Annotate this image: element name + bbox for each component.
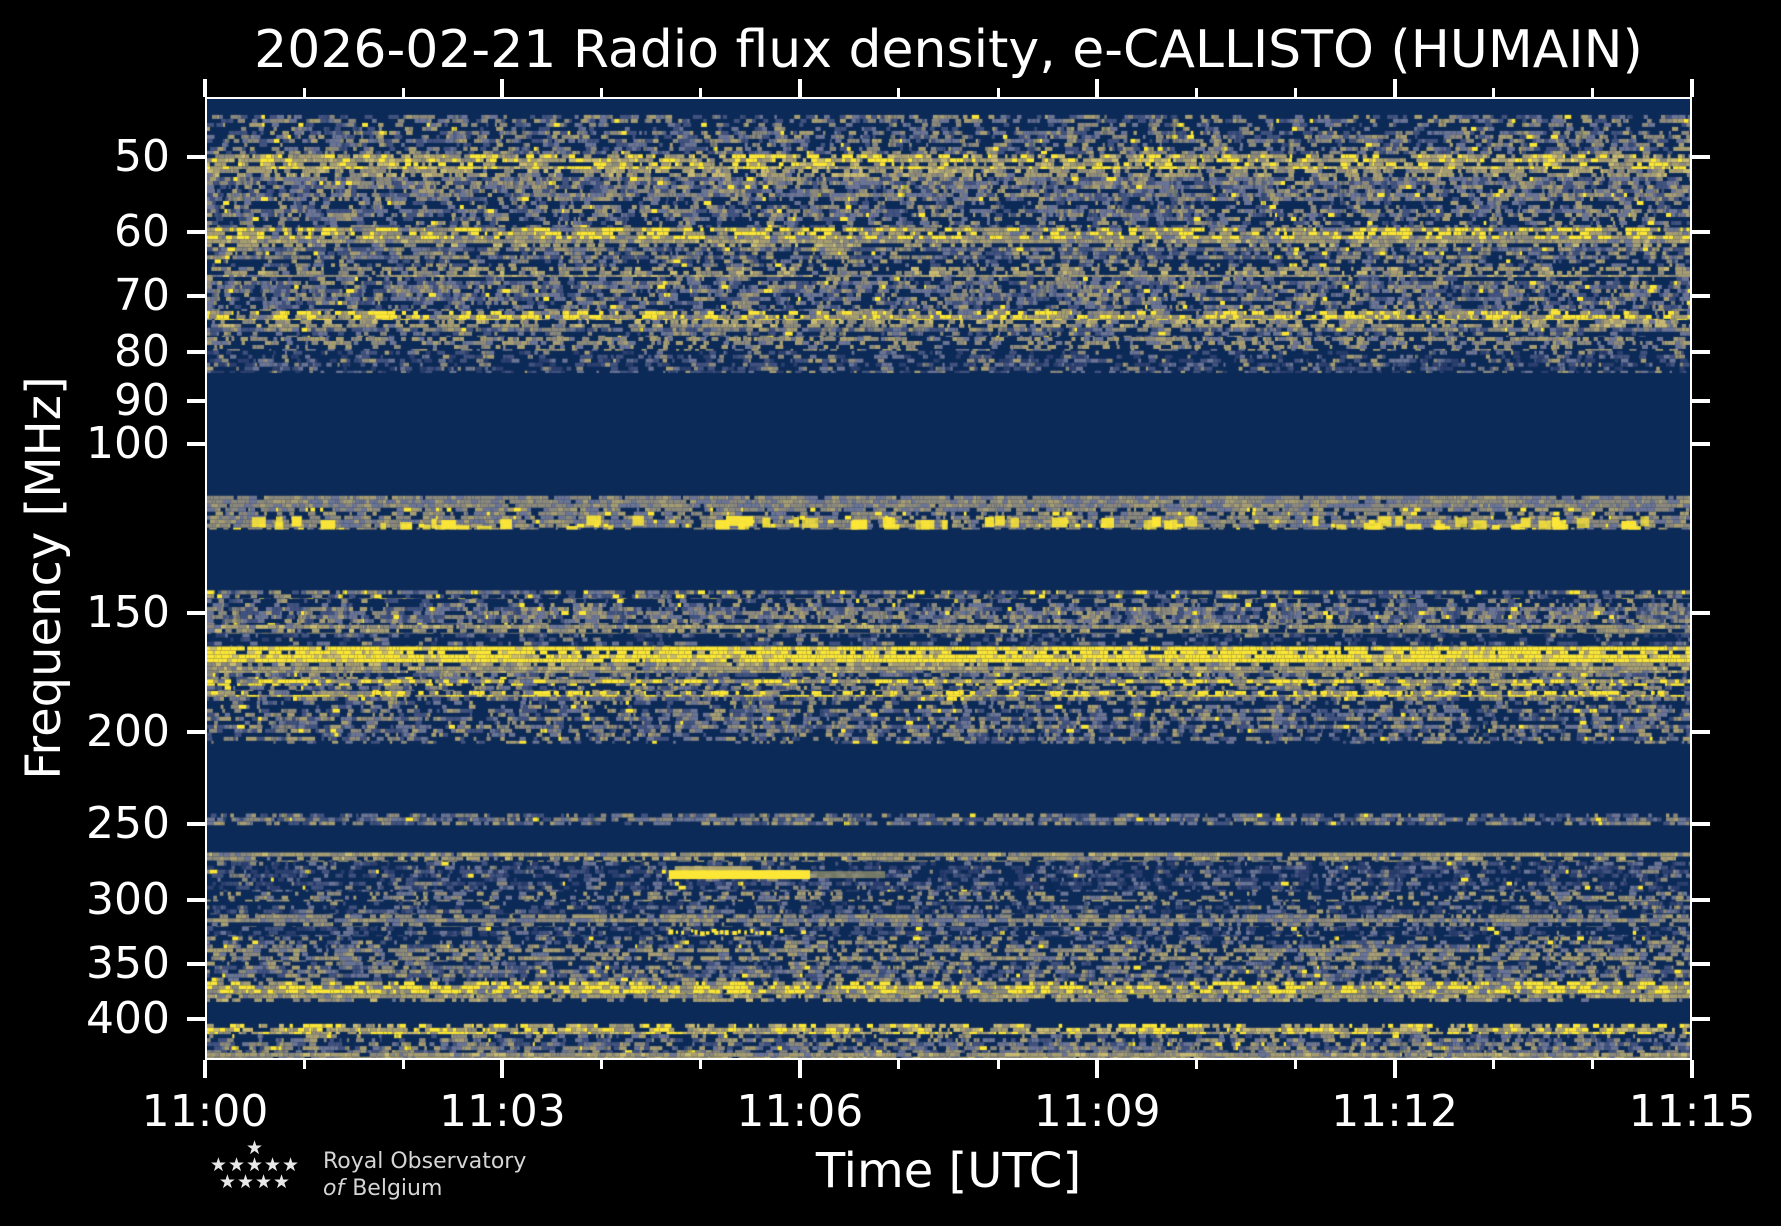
logo-star-row: ★★★★★ bbox=[209, 1154, 301, 1176]
y-tick-label: 350 bbox=[86, 938, 170, 989]
x-minor-tick bbox=[401, 1060, 405, 1069]
x-minor-tick bbox=[996, 88, 1000, 97]
y-tick bbox=[187, 898, 205, 903]
x-tick-label: 11:03 bbox=[438, 1086, 566, 1137]
y-tick-label: 100 bbox=[86, 418, 170, 470]
logo-text-line2: of Belgium bbox=[323, 1175, 526, 1202]
x-major-tick bbox=[1690, 79, 1694, 97]
y-tick bbox=[187, 822, 205, 827]
x-major-tick bbox=[1392, 1060, 1397, 1078]
y-tick bbox=[1692, 230, 1710, 235]
x-major-tick bbox=[1095, 1060, 1100, 1078]
y-tick bbox=[187, 349, 205, 354]
x-major-tick bbox=[797, 79, 802, 97]
y-tick bbox=[1692, 154, 1710, 159]
y-tick-label: 70 bbox=[114, 270, 170, 322]
x-major-tick bbox=[1392, 79, 1397, 97]
x-tick-label: 11:15 bbox=[1628, 1086, 1756, 1137]
x-major-tick bbox=[203, 79, 207, 97]
y-tick-label: 250 bbox=[86, 798, 170, 850]
y-tick bbox=[1692, 898, 1710, 903]
x-minor-tick bbox=[302, 1060, 306, 1069]
observatory-logo: ★ ★★★★★ ★★★★ Royal Observatory of Belgium bbox=[205, 1137, 526, 1202]
y-tick bbox=[1692, 1017, 1710, 1022]
x-major-tick bbox=[500, 79, 505, 97]
x-major-tick bbox=[1095, 79, 1100, 97]
logo-text-belgium: Belgium bbox=[352, 1176, 443, 1201]
y-tick bbox=[1692, 398, 1710, 403]
y-tick-label: 300 bbox=[86, 874, 170, 926]
x-minor-tick bbox=[699, 1060, 703, 1069]
x-minor-tick bbox=[1194, 1060, 1198, 1069]
x-minor-tick bbox=[1492, 1060, 1496, 1069]
y-tick bbox=[187, 729, 205, 734]
y-tick bbox=[187, 398, 205, 403]
y-tick bbox=[1692, 349, 1710, 354]
x-minor-tick bbox=[1194, 88, 1198, 97]
x-minor-tick bbox=[401, 88, 405, 97]
y-tick bbox=[187, 962, 205, 966]
y-tick-label: 90 bbox=[114, 374, 170, 426]
logo-stars-icon: ★ ★★★★★ ★★★★ bbox=[205, 1137, 305, 1193]
logo-text-line1: Royal Observatory bbox=[323, 1149, 527, 1174]
plot-area bbox=[205, 97, 1692, 1060]
x-minor-tick bbox=[897, 88, 901, 97]
y-tick bbox=[187, 154, 205, 159]
y-tick bbox=[187, 294, 205, 299]
y-tick bbox=[1692, 610, 1710, 615]
y-tick bbox=[187, 230, 205, 235]
y-tick-label: 400 bbox=[86, 993, 170, 1045]
x-axis-label: Time [UTC] bbox=[815, 1143, 1082, 1199]
x-minor-tick bbox=[1293, 1060, 1297, 1069]
x-tick-label: 11:06 bbox=[736, 1086, 864, 1137]
y-tick bbox=[1692, 294, 1710, 299]
x-minor-tick bbox=[302, 88, 306, 97]
logo-text-of: of bbox=[323, 1176, 345, 1201]
y-tick bbox=[187, 610, 205, 615]
x-tick-label: 11:12 bbox=[1331, 1086, 1458, 1137]
x-minor-tick bbox=[1591, 88, 1595, 97]
x-minor-tick bbox=[600, 88, 604, 97]
x-minor-tick bbox=[897, 1060, 901, 1069]
x-minor-tick bbox=[1492, 88, 1496, 97]
x-tick-label: 11:00 bbox=[141, 1086, 269, 1137]
x-minor-tick bbox=[1591, 1060, 1595, 1069]
chart-title: 2026-02-21 Radio flux density, e-CALLIST… bbox=[254, 20, 1643, 80]
x-minor-tick bbox=[996, 1060, 1000, 1069]
y-tick-label: 60 bbox=[114, 206, 170, 258]
x-major-tick bbox=[1690, 1060, 1694, 1078]
x-major-tick bbox=[500, 1060, 505, 1078]
y-tick-label: 150 bbox=[86, 586, 170, 638]
x-major-tick bbox=[797, 1060, 802, 1078]
logo-star-row: ★★★★ bbox=[218, 1171, 292, 1193]
logo-text: Royal Observatory of Belgium bbox=[323, 1140, 526, 1202]
x-minor-tick bbox=[699, 88, 703, 97]
x-major-tick bbox=[203, 1060, 207, 1078]
y-tick-label: 50 bbox=[114, 130, 170, 182]
y-tick bbox=[187, 442, 205, 447]
y-tick bbox=[1692, 442, 1710, 447]
x-minor-tick bbox=[600, 1060, 604, 1069]
y-tick-label: 200 bbox=[86, 705, 170, 757]
y-tick bbox=[1692, 729, 1710, 734]
x-minor-tick bbox=[1293, 88, 1297, 97]
spectrogram-canvas bbox=[207, 99, 1690, 1058]
logo-star-row: ★ bbox=[245, 1137, 265, 1159]
y-tick bbox=[187, 1017, 205, 1022]
x-tick-label: 11:09 bbox=[1033, 1086, 1161, 1137]
y-tick bbox=[1692, 962, 1710, 966]
y-tick-label: 80 bbox=[114, 325, 170, 377]
y-tick bbox=[1692, 822, 1710, 827]
